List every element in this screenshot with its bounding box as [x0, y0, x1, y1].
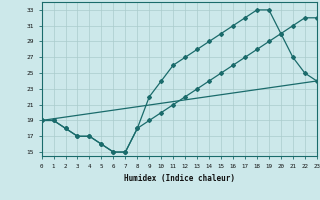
X-axis label: Humidex (Indice chaleur): Humidex (Indice chaleur) — [124, 174, 235, 183]
